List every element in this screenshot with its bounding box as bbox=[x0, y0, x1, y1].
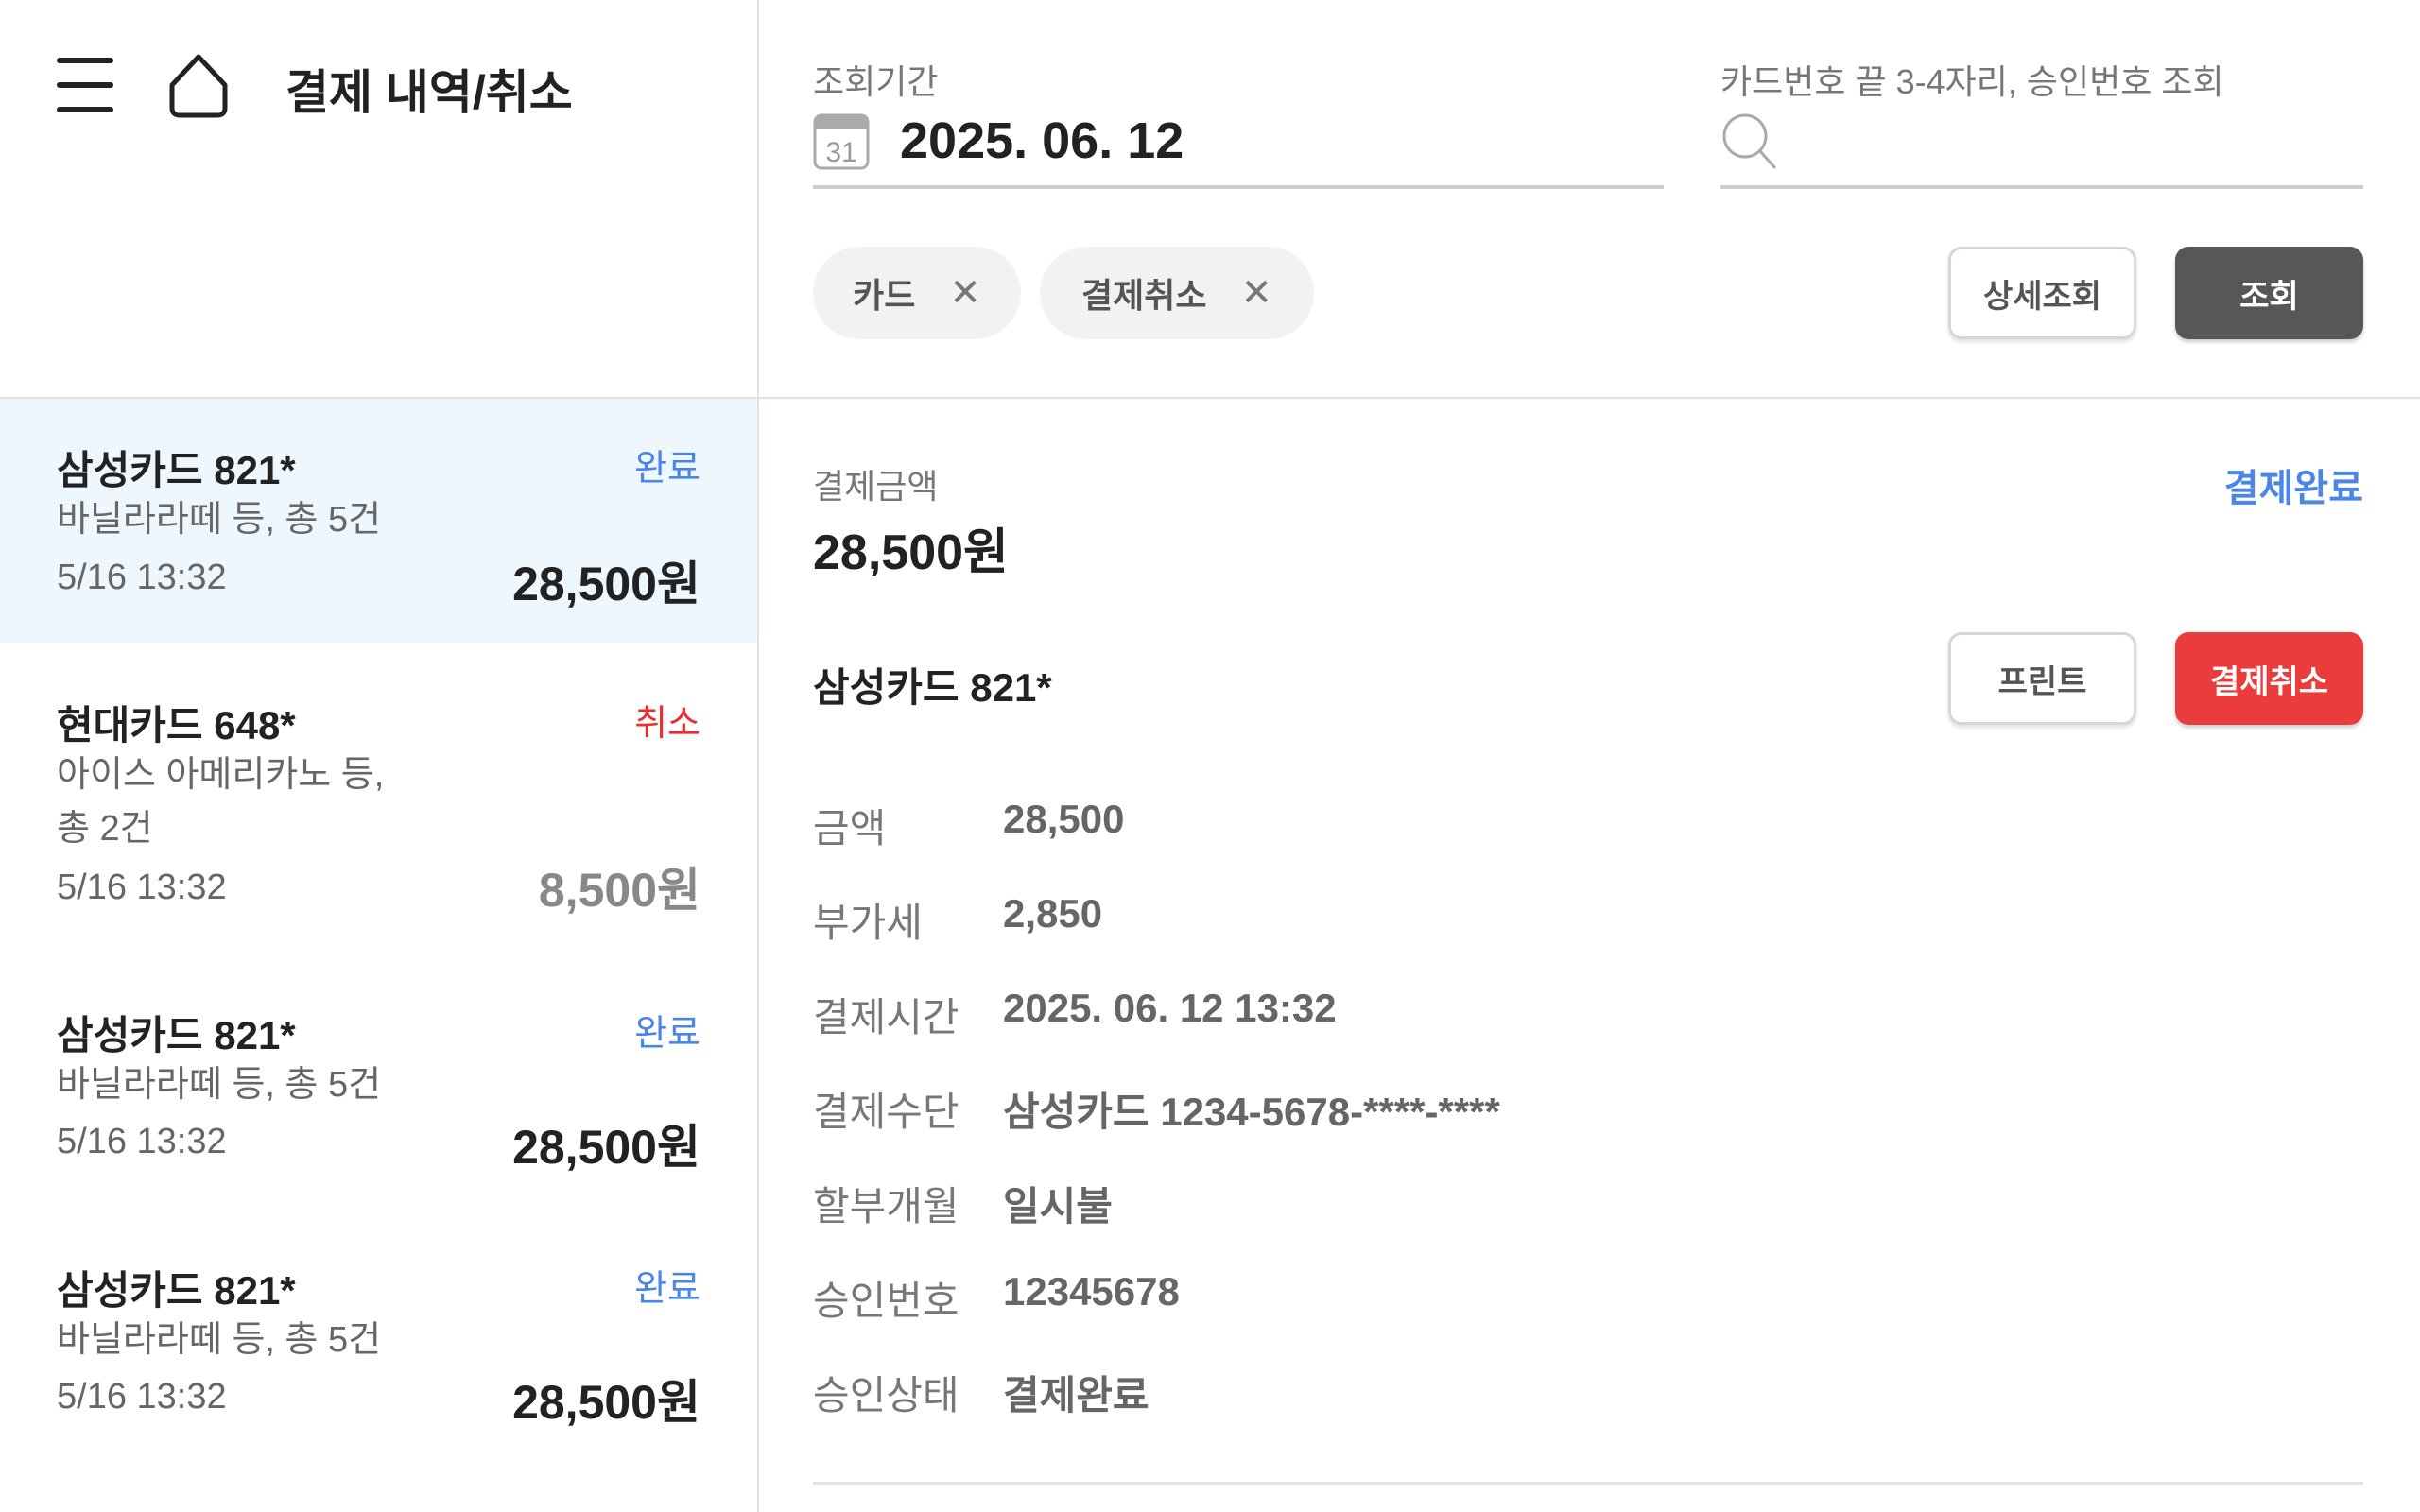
calendar-day: 31 bbox=[825, 137, 856, 168]
card-name: 삼성카드 821* bbox=[57, 1013, 296, 1057]
detail-label: 부가세 bbox=[813, 901, 923, 945]
item-summary-line2: 총 2건 bbox=[57, 809, 153, 849]
hamburger-icon[interactable] bbox=[57, 57, 113, 113]
detail-label: 결제수단 bbox=[813, 1090, 959, 1134]
period-label: 조회기간 bbox=[813, 62, 939, 101]
date-value[interactable]: 2025. 06. 12 bbox=[900, 112, 1184, 169]
print-button[interactable]: 프린트 bbox=[1948, 632, 2136, 725]
detail-label: 금액 bbox=[813, 806, 887, 850]
detail-value: 일시불 bbox=[1003, 1184, 1113, 1228]
status-badge: 완료 bbox=[634, 1014, 700, 1054]
date-underline bbox=[813, 185, 1664, 189]
detail-bottom-divider bbox=[813, 1482, 2363, 1485]
list-item[interactable]: 삼성카드 821* 완료 바닐라라떼 등, 총 5건 5/16 13:32 28… bbox=[0, 1200, 757, 1455]
item-amount: 8,500원 bbox=[538, 864, 700, 917]
chip-label: 카드 bbox=[853, 276, 916, 315]
list-item[interactable]: 삼성카드 821* 완료 바닐라라떼 등, 총 5건 5/16 13:32 28… bbox=[0, 945, 757, 1200]
item-summary: 바닐라라떼 등, 총 5건 bbox=[57, 500, 382, 540]
filter-chip-cancel[interactable]: 결제취소 ✕ bbox=[1040, 247, 1314, 339]
card-name: 현대카드 648* bbox=[57, 703, 296, 747]
status-badge: 취소 bbox=[634, 704, 700, 744]
amount-label: 결제금액 bbox=[813, 467, 939, 506]
cancel-payment-button[interactable]: 결제취소 bbox=[2175, 632, 2363, 725]
search-icon[interactable] bbox=[1720, 112, 1777, 172]
search-button[interactable]: 조회 bbox=[2175, 247, 2363, 339]
item-amount: 28,500원 bbox=[512, 558, 700, 610]
page-title: 결제 내역/취소 bbox=[285, 66, 573, 119]
card-name: 삼성카드 821* bbox=[57, 1268, 296, 1313]
item-datetime: 5/16 13:32 bbox=[57, 558, 227, 597]
detail-amount: 28,500원 bbox=[813, 525, 1009, 580]
detail-label: 결제시간 bbox=[813, 995, 959, 1040]
home-icon[interactable] bbox=[166, 53, 231, 119]
item-summary: 아이스 아메리카노 등, bbox=[57, 755, 385, 795]
item-datetime: 5/16 13:32 bbox=[57, 1377, 227, 1417]
detail-status: 결제완료 bbox=[2223, 468, 2363, 509]
card-name: 삼성카드 821* bbox=[57, 448, 296, 492]
header-divider bbox=[0, 397, 2420, 399]
status-badge: 완료 bbox=[634, 449, 700, 489]
detail-search-button[interactable]: 상세조회 bbox=[1948, 247, 2136, 339]
detail-value: 2,850 bbox=[1003, 891, 1103, 936]
list-item[interactable]: 현대카드 648* 취소 아이스 아메리카노 등, 총 2건 5/16 13:3… bbox=[0, 643, 757, 945]
close-icon[interactable]: ✕ bbox=[1240, 272, 1272, 314]
detail-label: 할부개월 bbox=[813, 1184, 959, 1228]
item-summary: 바닐라라떼 등, 총 5건 bbox=[57, 1320, 382, 1360]
search-input[interactable] bbox=[1796, 117, 2363, 174]
detail-label: 승인상태 bbox=[813, 1373, 959, 1418]
detail-value: 12345678 bbox=[1003, 1269, 1180, 1314]
calendar-icon[interactable]: 31 bbox=[813, 113, 870, 170]
list-item[interactable]: 삼성카드 821* 완료 바닐라라떼 등, 총 5건 5/16 13:32 28… bbox=[0, 399, 757, 643]
pane-divider bbox=[757, 0, 759, 1512]
detail-value: 28,500 bbox=[1003, 797, 1125, 841]
detail-card: 삼성카드 821* bbox=[813, 665, 1052, 710]
detail-label: 승인번호 bbox=[813, 1279, 959, 1323]
item-datetime: 5/16 13:32 bbox=[57, 868, 227, 907]
close-icon[interactable]: ✕ bbox=[949, 272, 981, 314]
item-summary: 바닐라라떼 등, 총 5건 bbox=[57, 1065, 382, 1105]
status-badge: 완료 bbox=[634, 1269, 700, 1309]
detail-value: 삼성카드 1234-5678-****-**** bbox=[1003, 1090, 1500, 1134]
item-amount: 28,500원 bbox=[512, 1121, 700, 1174]
item-datetime: 5/16 13:32 bbox=[57, 1122, 227, 1161]
chip-label: 결제취소 bbox=[1081, 276, 1207, 315]
detail-value: 2025. 06. 12 13:32 bbox=[1003, 986, 1337, 1030]
filter-chip-card[interactable]: 카드 ✕ bbox=[813, 247, 1021, 339]
item-amount: 28,500원 bbox=[512, 1376, 700, 1429]
detail-value: 결제완료 bbox=[1003, 1373, 1150, 1418]
search-placeholder: 카드번호 끝 3-4자리, 승인번호 조회 bbox=[1720, 62, 2224, 101]
search-underline bbox=[1720, 185, 2363, 189]
